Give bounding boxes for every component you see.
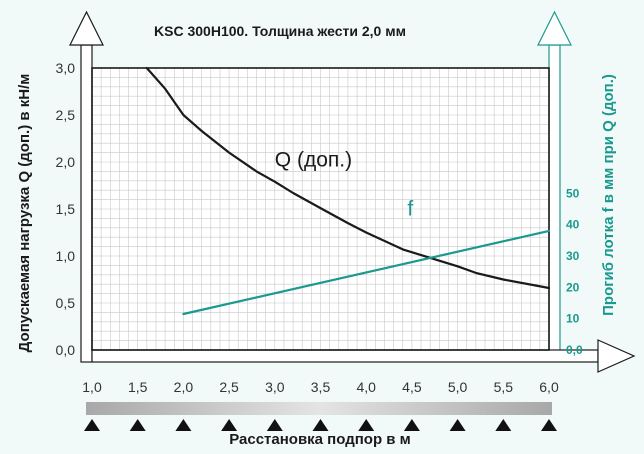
y-tick-label-left: 0,5 (56, 295, 76, 311)
chart-title: KSC 300H100. Толщина жести 2,0 мм (154, 23, 406, 39)
support-triangle (312, 419, 329, 431)
x-tick-label: 2,0 (174, 379, 194, 395)
support-triangle (403, 419, 420, 431)
x-tick-label: 3,0 (265, 379, 285, 395)
y-tick-label-right: 20 (566, 280, 580, 294)
y-tick-label-right: 0,0 (566, 343, 583, 357)
x-tick-label: 1,0 (82, 379, 102, 395)
x-tick-label: 1,5 (128, 379, 148, 395)
plot-frame (91, 67, 550, 351)
y-tick-label-right: 10 (566, 312, 580, 326)
y-tick-label-left: 3,0 (56, 60, 76, 76)
support-triangle (84, 419, 100, 431)
series-line (182, 229, 551, 316)
y-tick-label-left: 1,0 (56, 248, 76, 264)
left-ticks: 0,0 0,5 1,0 1,5 2,0 2,5 3,0 (56, 60, 76, 358)
support-triangle (221, 419, 238, 431)
support-triangle (266, 419, 283, 431)
support-triangle (541, 419, 557, 431)
beam-bar (86, 402, 552, 415)
series-label: Q (доп.) (275, 149, 352, 172)
x-tick-label: 2,5 (219, 379, 239, 395)
right-ticks: 0,0 10 20 30 40 50 (566, 186, 583, 357)
support-triangle (129, 419, 146, 431)
x-axis-label: Расстановка подпор в м (229, 431, 411, 448)
y-tick-label-left: 2,0 (56, 154, 76, 170)
series-label: f (407, 197, 413, 220)
y-tick-label-right: 40 (566, 218, 580, 232)
y-tick-label-left: 2,5 (56, 107, 76, 123)
support-triangle (358, 419, 375, 431)
support-triangle (449, 419, 466, 431)
y-tick-label-right: 30 (566, 249, 580, 263)
supports (84, 419, 557, 431)
y-axis-right-label: Прогиб лотка f в мм при Q (доп.) (600, 74, 617, 316)
series-line (145, 66, 551, 290)
y-tick-label-right: 50 (566, 186, 580, 200)
y-tick-label-left: 0,0 (56, 342, 76, 358)
x-tick-label: 5,5 (494, 379, 514, 395)
grid (92, 68, 549, 350)
x-tick-label: 4,5 (402, 379, 422, 395)
x-tick-label: 4,0 (356, 379, 376, 395)
x-ticks: 1,0 1,5 2,0 2,5 3,0 3,5 4,0 4,5 5,0 5,5 6,0 (82, 379, 559, 395)
support-triangle (495, 419, 512, 431)
series-layer: Q (доп.) f (145, 66, 551, 316)
x-tick-label: 3,5 (311, 379, 331, 395)
y-axis-left-label: Допускаемая нагрузка Q (доп.) в кН/м (16, 74, 33, 353)
x-tick-label: 6,0 (539, 379, 559, 395)
y-tick-label-left: 1,5 (56, 201, 76, 217)
support-triangle (175, 419, 192, 431)
x-tick-label: 5,0 (448, 379, 468, 395)
